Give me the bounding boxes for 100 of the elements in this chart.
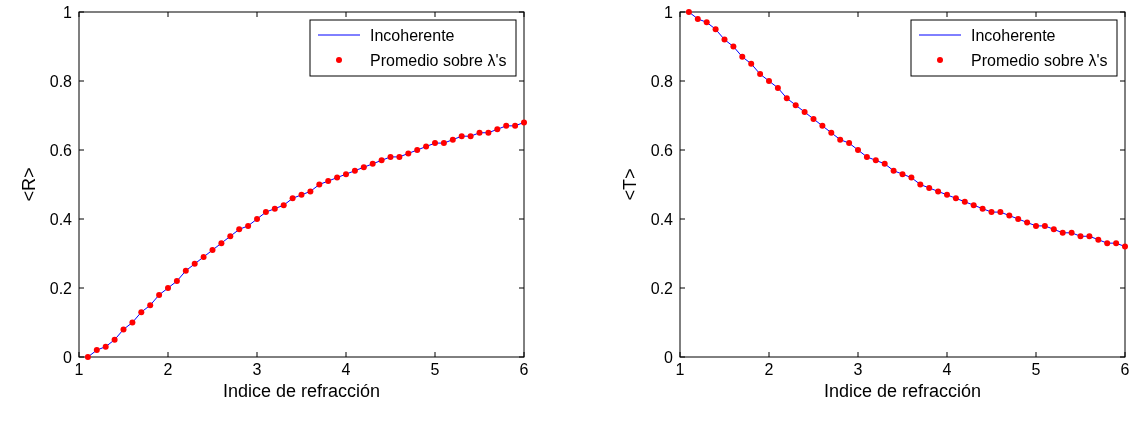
point (494, 126, 501, 133)
y-tick-label: 0.2 (49, 280, 73, 297)
point (926, 184, 933, 191)
point (1006, 212, 1013, 219)
point (414, 147, 421, 153)
point (1086, 233, 1093, 240)
point (280, 202, 287, 209)
legend-label: Promedio sobre λ's (971, 52, 1108, 69)
point (298, 191, 305, 198)
point (801, 109, 808, 116)
point (458, 133, 465, 140)
x-tick-label: 4 (341, 361, 351, 378)
point (93, 347, 100, 354)
point (102, 343, 109, 350)
point (191, 260, 198, 267)
point (343, 171, 349, 178)
point (872, 157, 879, 164)
point (156, 291, 163, 298)
point (694, 15, 701, 22)
point (970, 202, 977, 209)
y-tick-label: 1 (63, 4, 73, 21)
point (165, 285, 171, 291)
point (351, 167, 358, 174)
point (1122, 243, 1128, 250)
point (899, 171, 906, 178)
point (209, 247, 216, 254)
y-axis-title: <R> (19, 167, 39, 202)
x-tick-label: 4 (942, 361, 952, 378)
y-tick-label: 0.2 (650, 280, 674, 297)
point (325, 178, 332, 185)
x-axis-title: Indice de refracción (222, 381, 381, 401)
point (828, 129, 835, 136)
point (783, 95, 790, 102)
point (1068, 229, 1075, 236)
point (739, 53, 746, 60)
point (997, 209, 1004, 216)
point (1033, 222, 1039, 229)
point (521, 119, 527, 126)
point (819, 122, 826, 129)
point (503, 122, 510, 129)
point (173, 278, 180, 285)
point (467, 133, 474, 140)
point (271, 205, 278, 212)
point (757, 71, 764, 78)
x-tick-label: 2 (163, 361, 173, 378)
y-tick-label: 0.8 (650, 73, 674, 90)
point (1050, 226, 1057, 233)
point (908, 174, 915, 181)
point (218, 240, 225, 247)
point (1015, 216, 1022, 222)
point (1059, 229, 1066, 236)
y-tick-label: 0.4 (49, 211, 73, 228)
y-tick-label: 0 (63, 349, 73, 366)
point (423, 143, 430, 150)
point (1113, 240, 1120, 247)
point (766, 78, 772, 84)
x-tick-label: 5 (1031, 361, 1041, 378)
point (449, 136, 456, 143)
point (855, 147, 861, 153)
point (730, 43, 737, 50)
point (236, 226, 243, 233)
point (432, 140, 438, 147)
point (1104, 240, 1111, 247)
point (890, 167, 897, 174)
point (1041, 222, 1048, 229)
point (307, 188, 314, 195)
y-axis-title: <T> (620, 168, 640, 201)
legend-label: Promedio sobre λ's (370, 52, 507, 69)
x-tick-label: 6 (519, 361, 529, 378)
point (262, 209, 269, 216)
legend-label: Incoherente (971, 27, 1056, 44)
point (685, 9, 692, 15)
x-tick-label: 3 (853, 361, 863, 378)
point (1024, 219, 1031, 226)
point (316, 181, 323, 188)
point (138, 309, 145, 316)
point (254, 216, 260, 222)
point (387, 153, 394, 160)
point (485, 129, 492, 136)
x-tick-label: 6 (1120, 361, 1130, 378)
point (952, 195, 959, 202)
point (792, 102, 799, 109)
point (227, 233, 234, 240)
y-tick-label: 0 (664, 349, 674, 366)
point (476, 129, 483, 136)
x-tick-label: 1 (675, 361, 685, 378)
legend-label: Incoherente (370, 27, 455, 44)
point (120, 326, 127, 333)
point (935, 188, 942, 195)
x-tick-label: 5 (430, 361, 440, 378)
y-tick-label: 1 (664, 4, 674, 21)
point (369, 160, 376, 167)
point (748, 60, 755, 67)
point (881, 160, 888, 167)
point (147, 302, 154, 309)
point (774, 84, 781, 91)
x-tick-label: 3 (252, 361, 262, 378)
point (396, 153, 403, 160)
point (405, 150, 412, 157)
point (979, 205, 986, 212)
